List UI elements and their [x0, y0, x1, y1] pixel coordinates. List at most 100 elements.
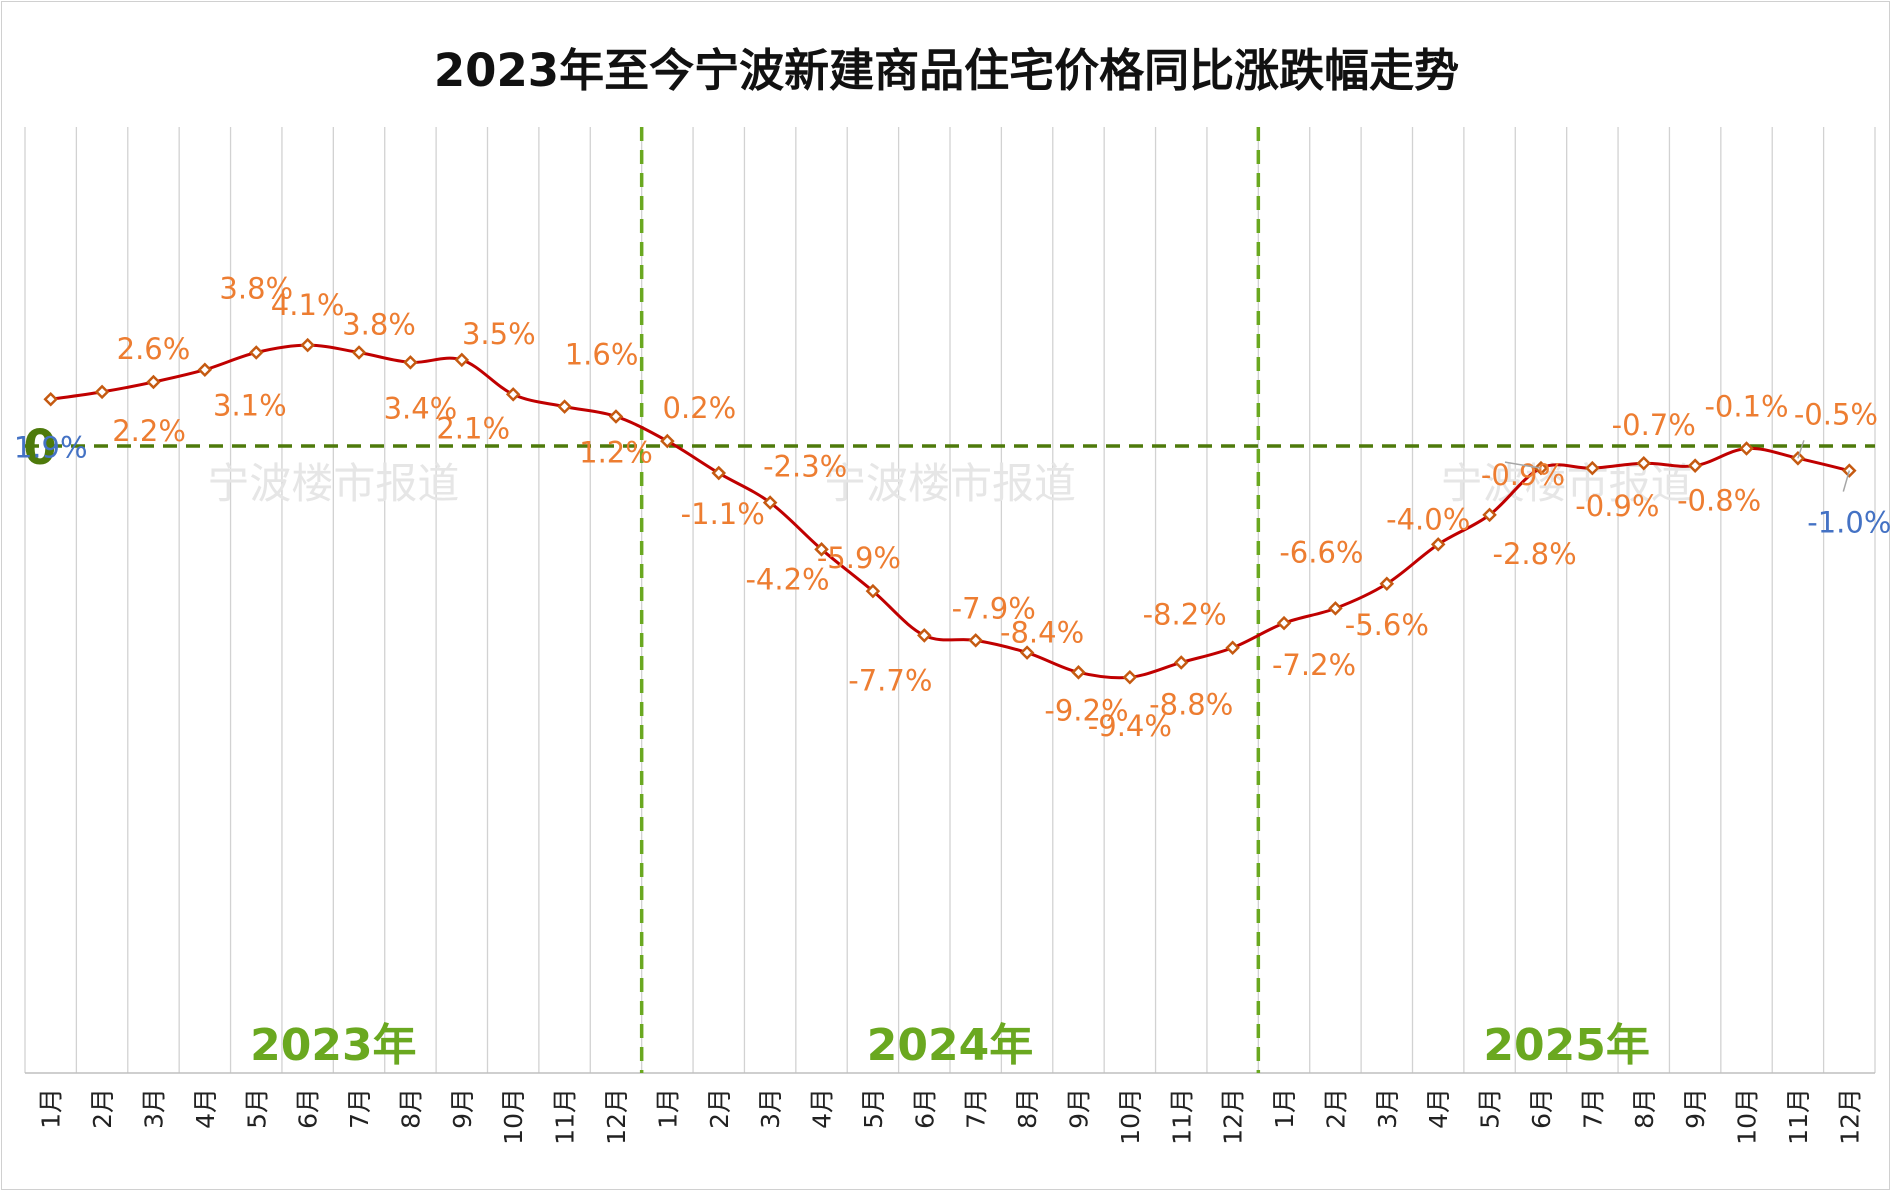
- data-label: -1.1%: [681, 497, 765, 531]
- x-tick-label: 7月: [1578, 1088, 1607, 1129]
- data-point: [1122, 669, 1138, 685]
- data-label: -0.7%: [1612, 408, 1696, 442]
- x-tick-label: 1月: [1270, 1088, 1299, 1129]
- x-tick-label: 2月: [88, 1088, 117, 1129]
- year-label: 2024年: [867, 1020, 1033, 1071]
- leader-line: [1842, 470, 1851, 492]
- x-tick-label: 7月: [962, 1088, 991, 1129]
- data-point: [43, 391, 58, 407]
- data-point: [660, 433, 675, 449]
- data-point: [1173, 655, 1189, 670]
- x-tick-label: 2月: [705, 1088, 734, 1129]
- x-tick-label: 6月: [1527, 1088, 1556, 1129]
- data-point: [1430, 537, 1446, 552]
- x-tick-label: 1月: [37, 1088, 66, 1129]
- x-tick-label: 10月: [1116, 1088, 1145, 1145]
- data-label: -8.4%: [1000, 616, 1084, 650]
- data-label: 2.6%: [117, 332, 191, 366]
- data-point: [1636, 455, 1652, 471]
- zero-label: 0: [23, 420, 56, 476]
- data-label: -0.9%: [1481, 458, 1565, 492]
- data-label: 3.4%: [384, 391, 458, 425]
- data-point: [1482, 507, 1497, 523]
- data-label: -2.8%: [1493, 537, 1577, 571]
- data-label: 0.2%: [663, 391, 737, 425]
- x-tick-label: 10月: [1733, 1088, 1762, 1145]
- x-tick-label: 6月: [910, 1088, 939, 1129]
- data-point: [94, 384, 110, 400]
- x-tick-label: 4月: [191, 1088, 220, 1129]
- year-label: 2023年: [250, 1020, 416, 1071]
- x-tick-label: 3月: [139, 1088, 168, 1129]
- data-label: -6.6%: [1279, 535, 1363, 569]
- data-label: -0.8%: [1677, 484, 1761, 518]
- data-point: [1585, 460, 1600, 476]
- data-point: [403, 355, 418, 370]
- leader-line: [1797, 440, 1805, 459]
- data-label: -1.0%: [1807, 506, 1891, 540]
- x-tick-label: 5月: [1476, 1088, 1505, 1129]
- data-label: 3.1%: [213, 389, 287, 423]
- data-label: -5.6%: [1345, 608, 1429, 642]
- data-point: [608, 409, 624, 424]
- x-tick-label: 3月: [1373, 1088, 1402, 1129]
- x-tick-label: 6月: [294, 1088, 323, 1129]
- data-point: [711, 465, 727, 481]
- data-label: -4.2%: [745, 562, 829, 596]
- x-tick-label: 9月: [1064, 1088, 1093, 1129]
- data-label: 1.6%: [565, 338, 639, 372]
- year-label: 2025年: [1483, 1020, 1649, 1071]
- x-tick-label: 8月: [1630, 1088, 1659, 1129]
- x-tick-label: 12月: [1835, 1088, 1864, 1145]
- data-point: [1225, 640, 1240, 655]
- data-point: [454, 352, 470, 368]
- x-tick-label: 4月: [1424, 1088, 1453, 1129]
- x-tick-label: 8月: [396, 1088, 425, 1129]
- data-label: -7.2%: [1272, 648, 1356, 682]
- data-label: -7.7%: [848, 663, 932, 697]
- data-label: 1.9%: [14, 430, 88, 464]
- leader-line: [1504, 461, 1542, 469]
- data-point: [1739, 441, 1754, 456]
- data-point: [557, 399, 572, 414]
- x-tick-label: 5月: [242, 1088, 271, 1129]
- data-point: [300, 337, 315, 353]
- x-tick-label: 2月: [1321, 1088, 1350, 1129]
- data-label: -9.4%: [1088, 709, 1172, 743]
- x-tick-label: 8月: [1013, 1088, 1042, 1129]
- x-tick-label: 5月: [859, 1088, 888, 1129]
- data-label: 4.1%: [271, 288, 345, 322]
- x-tick-label: 10月: [499, 1088, 528, 1145]
- data-label: 3.8%: [342, 308, 416, 342]
- data-label: -0.1%: [1704, 389, 1788, 423]
- data-point: [146, 374, 161, 390]
- data-label: -7.9%: [952, 591, 1036, 625]
- data-point: [762, 495, 778, 510]
- data-point: [351, 345, 367, 360]
- x-tick-label: 12月: [1219, 1088, 1248, 1145]
- data-point: [865, 583, 881, 599]
- x-tick-label: 11月: [551, 1088, 580, 1145]
- x-tick-label: 7月: [345, 1088, 374, 1129]
- x-tick-label: 11月: [1167, 1088, 1196, 1145]
- x-tick-label: 1月: [653, 1088, 682, 1129]
- data-label: -8.2%: [1143, 598, 1227, 632]
- data-point: [1328, 601, 1343, 616]
- data-label: -0.9%: [1575, 489, 1659, 523]
- data-point: [1379, 576, 1395, 592]
- watermark: 宁波楼市报道: [824, 459, 1076, 508]
- data-label: 3.5%: [462, 317, 536, 351]
- data-point: [968, 633, 983, 648]
- data-label: 2.1%: [436, 411, 510, 445]
- data-label: -4.0%: [1386, 502, 1470, 536]
- data-label: -9.2%: [1044, 693, 1128, 727]
- data-label: -0.5%: [1794, 397, 1878, 431]
- data-point: [197, 362, 213, 378]
- x-tick-label: 4月: [808, 1088, 837, 1129]
- data-label: -2.3%: [763, 450, 847, 484]
- watermark: 宁波楼市报道: [1441, 459, 1693, 508]
- x-tick-label: 11月: [1784, 1088, 1813, 1145]
- data-point: [1019, 645, 1035, 660]
